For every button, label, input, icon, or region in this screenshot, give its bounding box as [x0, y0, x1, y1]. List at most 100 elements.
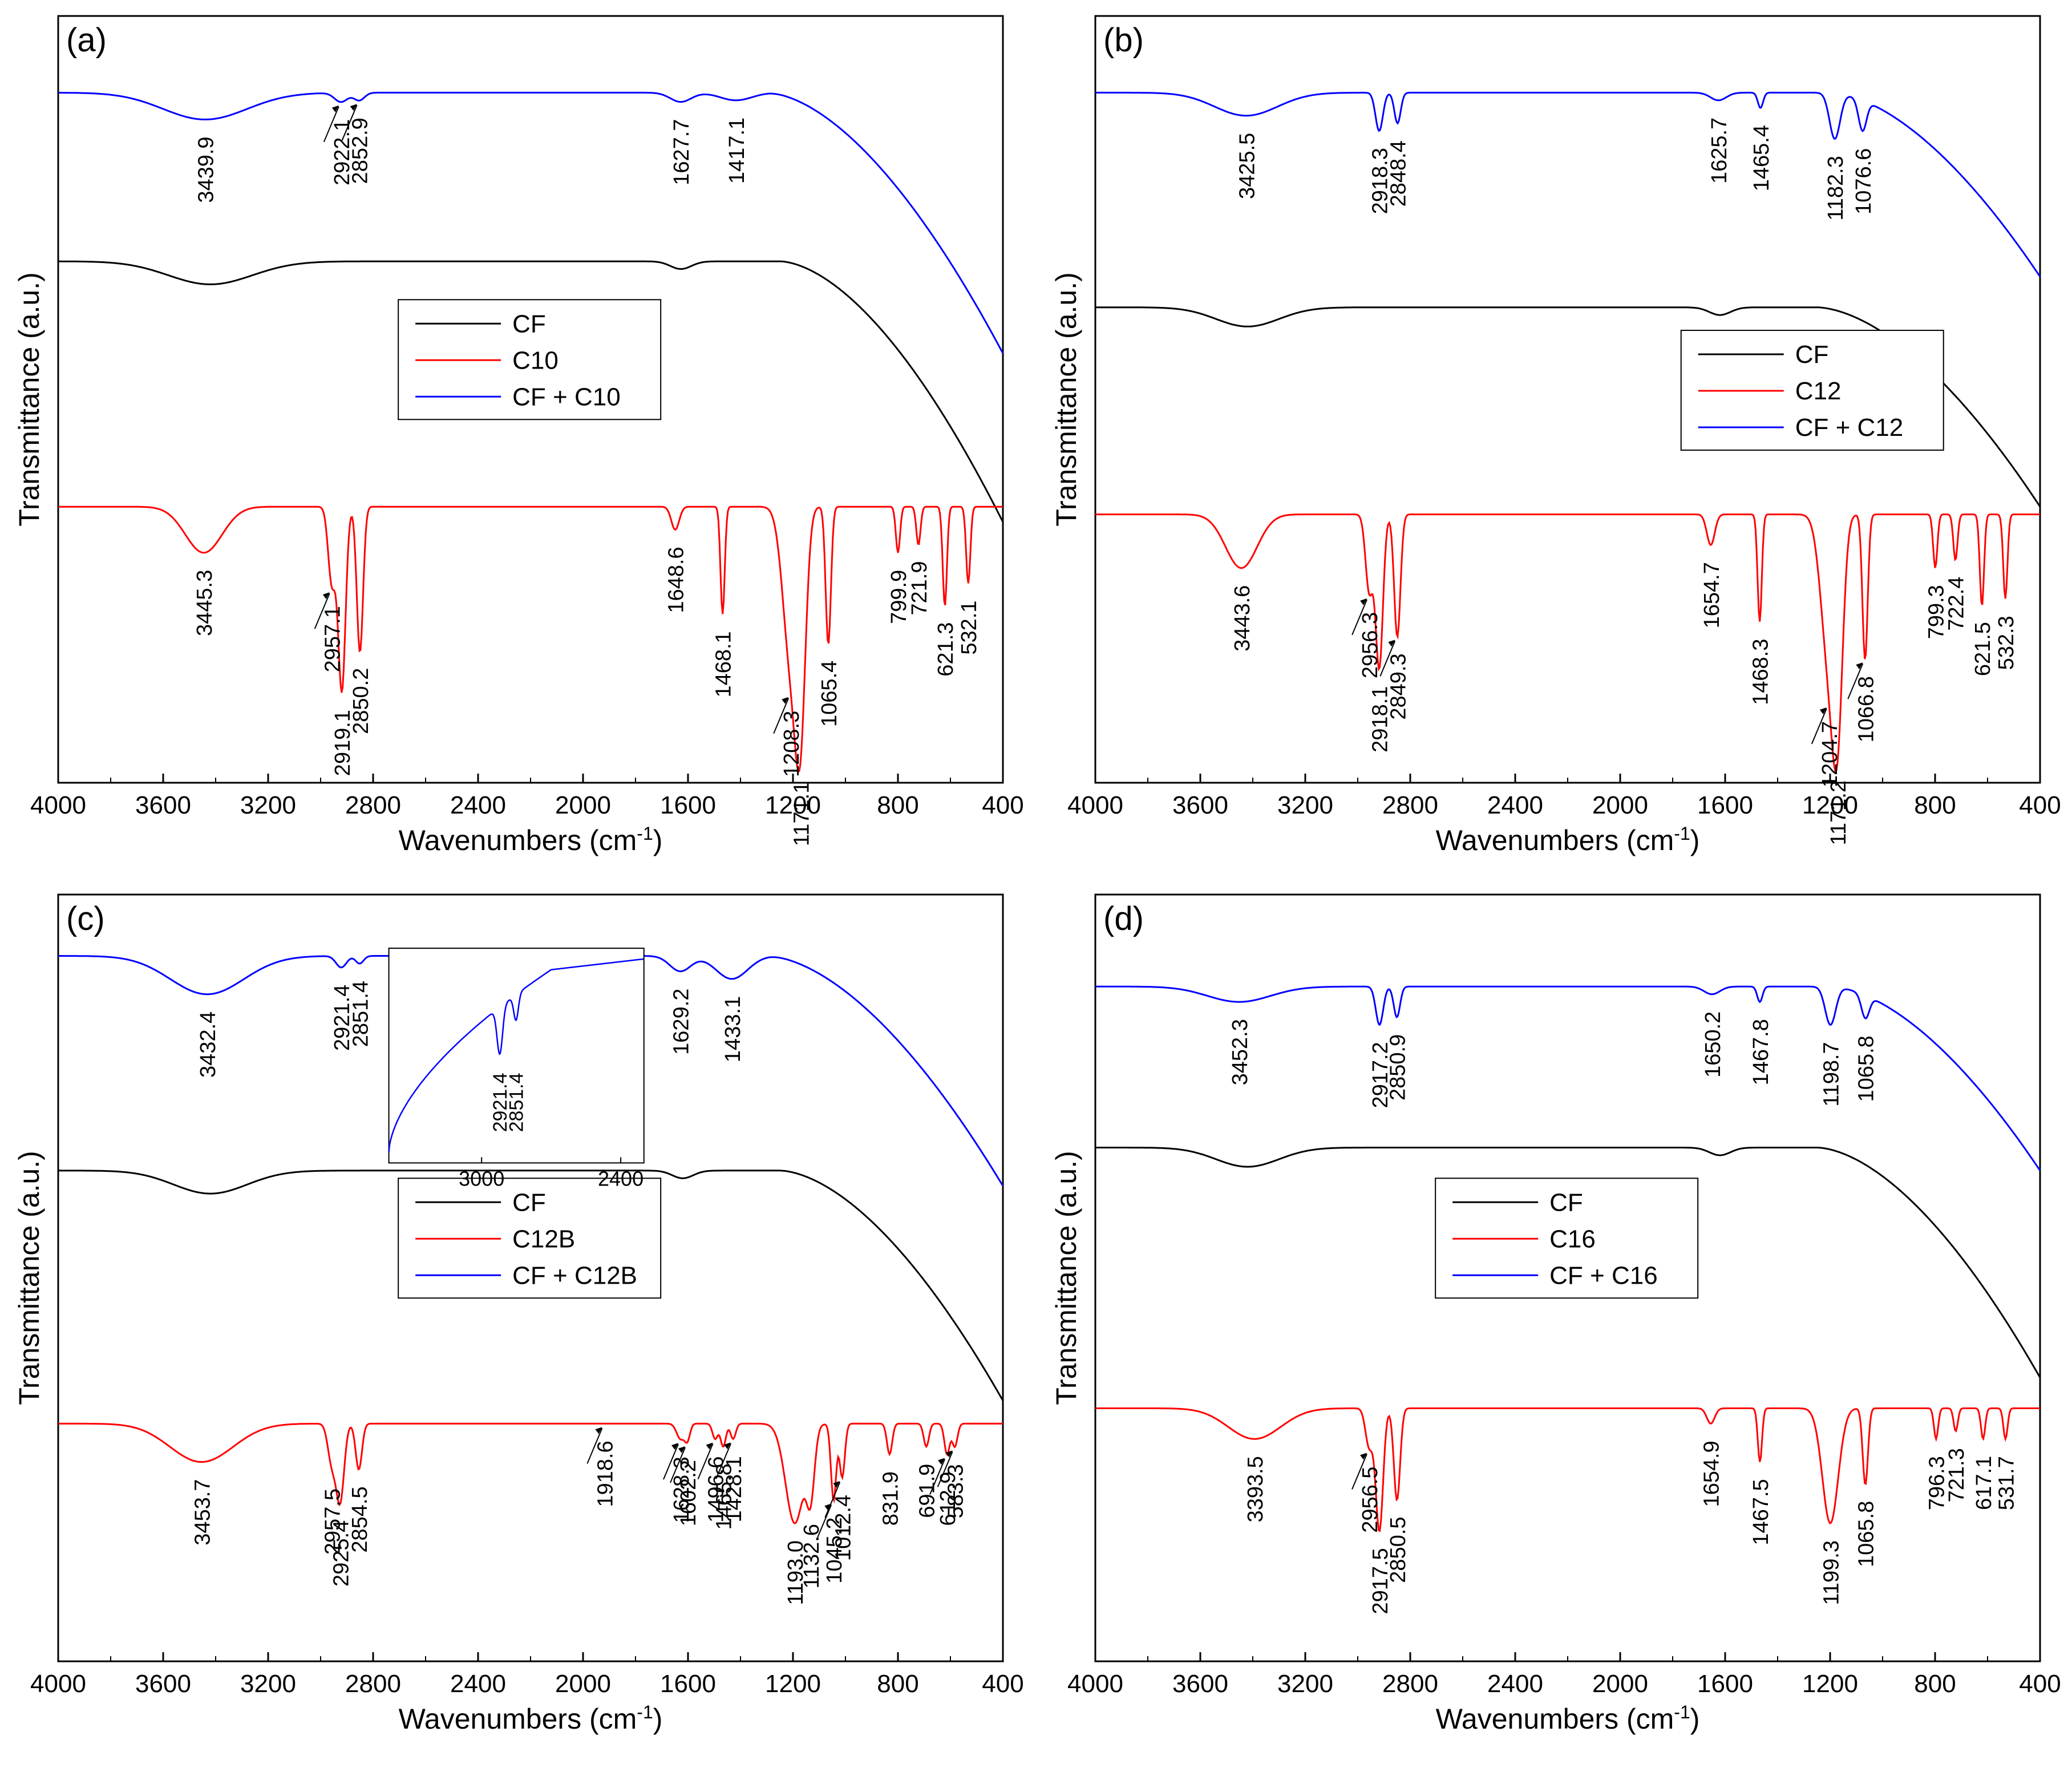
peak-arrow — [663, 1443, 679, 1480]
peak-arrow — [670, 1447, 686, 1483]
x-tick-label: 800 — [877, 791, 918, 819]
x-tick-label: 1600 — [1697, 1670, 1753, 1698]
series-line-cf-c16 — [1095, 985, 2041, 1171]
inset-peak-label: 2851.4 — [506, 1073, 528, 1132]
peak-label: 2917.5 — [1369, 1548, 1393, 1614]
x-tick-label: 2000 — [555, 1670, 611, 1698]
peak-label: 2850.9 — [1386, 1034, 1410, 1101]
peak-label: 1602.2 — [677, 1460, 701, 1526]
peak-label: 531.7 — [1994, 1456, 2018, 1510]
peak-arrowhead — [331, 105, 339, 112]
peak-label: 3393.5 — [1244, 1456, 1268, 1522]
y-axis-label: Transmittance (a.u.) — [1050, 1151, 1082, 1405]
x-tick-label: 2400 — [450, 791, 506, 819]
peak-label: 2850.2 — [349, 668, 373, 734]
x-tick-label: 2800 — [1382, 1670, 1438, 1698]
legend-entry: CF — [1795, 341, 1829, 369]
peak-label: 1012.4 — [831, 1495, 855, 1561]
peak-label: 2922.1 — [330, 119, 354, 185]
inset-series-line — [388, 958, 644, 1152]
peak-arrowhead — [1360, 1453, 1367, 1460]
peak-label: 621.3 — [934, 622, 958, 677]
panel-label: (b) — [1103, 22, 1144, 59]
peak-arrow — [314, 593, 330, 629]
peak-arrow — [697, 1443, 714, 1480]
peak-label: 2956.5 — [1358, 1467, 1382, 1533]
peak-label: 1467.8 — [1749, 1019, 1773, 1085]
panel-a: 4000 3600 3200 2800 2400 2000 1600 1200 800 400 Wa… — [13, 15, 1024, 856]
x-tick-label: 2800 — [345, 1670, 401, 1698]
peak-label: 2921.4 — [330, 985, 354, 1051]
peak-label: 3425.5 — [1235, 133, 1259, 199]
peak-label: 2956.3 — [1358, 612, 1382, 678]
legend-entry: CF + C12 — [1795, 414, 1904, 442]
peak-arrowhead — [724, 1442, 731, 1450]
panel-c: 4000 3600 3200 2800 2400 2000 1600 1200 800 400 Wa… — [13, 893, 1024, 1735]
panel-b: 4000 3600 3200 2800 2400 2000 1600 1200 800 400 Wa… — [1050, 15, 2061, 856]
peak-label: 2848.4 — [1387, 140, 1411, 207]
legend-entry: C12 — [1795, 377, 1842, 405]
x-tick-label: 1200 — [1802, 791, 1858, 819]
peak-label: 1076.6 — [1852, 148, 1876, 215]
peak-label: 722.4 — [1945, 577, 1969, 631]
series-line-c10 — [58, 505, 1003, 773]
peak-label: 1465.4 — [1750, 125, 1774, 191]
peak-label: 1199.3 — [1819, 1540, 1843, 1605]
peak-label: 1065.4 — [818, 661, 841, 727]
x-tick-label: 3200 — [1277, 791, 1333, 819]
series-line-cf — [1095, 1147, 2041, 1378]
x-axis-label: Wavenumbers (cm-1) — [1436, 1702, 1700, 1735]
y-axis-label: Transmittance (a.u.) — [13, 272, 45, 527]
peak-label: 532.1 — [957, 601, 981, 655]
peak-label: 796.3 — [1925, 1456, 1949, 1510]
legend-entry: CF + C12B — [512, 1261, 637, 1289]
peak-arrow — [816, 1504, 832, 1540]
peak-label: 1433.1 — [721, 996, 745, 1062]
peak-arrowhead — [595, 1427, 602, 1434]
x-tick-label: 3600 — [1172, 791, 1228, 819]
x-tick-label: 3200 — [240, 791, 296, 819]
series-line-cf-c10 — [58, 91, 1004, 354]
peak-label: 831.9 — [879, 1471, 903, 1526]
peak-arrow — [824, 1482, 841, 1518]
peak-label: 1627.7 — [670, 119, 694, 185]
legend-entry: C12B — [512, 1225, 575, 1253]
x-tick-label: 4000 — [1067, 1670, 1123, 1698]
x-tick-label: 400 — [982, 791, 1023, 819]
panel-label: (c) — [66, 900, 105, 937]
peak-arrowhead — [945, 1450, 953, 1458]
x-tick-label: 2000 — [1592, 791, 1648, 819]
x-tick-label: 4000 — [1067, 791, 1123, 819]
peak-arrowhead — [833, 1480, 840, 1488]
peak-arrow — [1351, 1454, 1367, 1490]
peak-label: 1065.8 — [1855, 1501, 1879, 1567]
x-tick-label: 2400 — [1487, 791, 1543, 819]
peak-label: 1208.3 — [780, 711, 804, 777]
legend-entry: CF + C16 — [1549, 1261, 1658, 1289]
peak-label: 1468.3 — [1749, 639, 1773, 705]
y-axis-label: Transmittance (a.u.) — [1050, 272, 1082, 527]
peak-label: 799.3 — [1924, 585, 1948, 639]
peak-label: 1171.1 — [790, 782, 814, 846]
peak-label: 2849.3 — [1386, 653, 1410, 719]
x-axis-label: Wavenumbers (cm-1) — [1436, 823, 1700, 856]
series-line-cf — [58, 260, 1004, 523]
peak-arrow — [1379, 640, 1396, 677]
panel-label: (a) — [66, 22, 107, 59]
panel-d: 4000 3600 3200 2800 2400 2000 1600 1200 800 400 Wa… — [1050, 893, 2061, 1735]
peak-label: 2918.1 — [1369, 686, 1393, 752]
peak-label: 2850.5 — [1386, 1517, 1410, 1583]
inset-tick-label: 2400 — [598, 1167, 644, 1190]
peak-label: 2957.1 — [321, 606, 345, 672]
x-tick-label: 3600 — [135, 791, 191, 819]
peak-label: 1468.1 — [712, 631, 736, 697]
peak-label: 1204.7 — [1818, 721, 1842, 787]
x-tick-label: 4000 — [30, 1670, 86, 1698]
x-tick-label: 4000 — [30, 791, 86, 819]
legend-entry: C10 — [512, 346, 559, 374]
peak-label: 1193.0 — [784, 1540, 808, 1605]
x-tick-label: 2000 — [555, 791, 611, 819]
series-line-c12b — [58, 1422, 1003, 1524]
peak-label: 1496.6 — [705, 1457, 729, 1523]
